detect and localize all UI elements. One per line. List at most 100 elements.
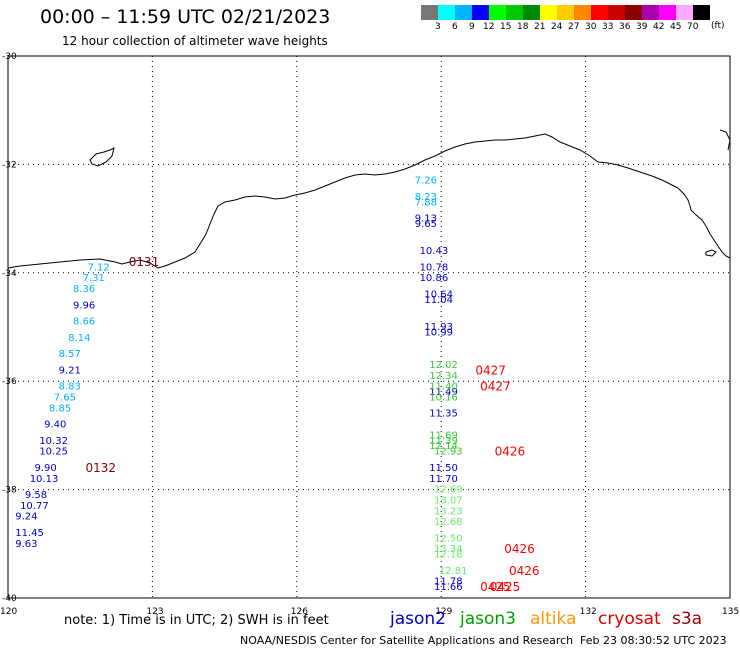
wave-height-label: 9.13 bbox=[415, 214, 437, 225]
lon-tick-label: 132 bbox=[580, 607, 597, 617]
pass-time-label: 0427 bbox=[475, 363, 506, 377]
wave-height-label: 11.49 bbox=[429, 387, 458, 398]
colorbar-swatch bbox=[659, 5, 676, 20]
wave-height-label: 8.36 bbox=[73, 284, 95, 295]
wave-height-label: 10.13 bbox=[30, 474, 59, 485]
colorbar-swatch bbox=[676, 5, 693, 20]
colorbar-label: 30 bbox=[585, 22, 597, 32]
coastline-australia bbox=[7, 133, 731, 269]
lon-tick-label: 129 bbox=[435, 607, 452, 617]
wave-height-label: 11.66 bbox=[434, 582, 463, 593]
wave-height-label: 9.21 bbox=[59, 365, 81, 376]
map-grid bbox=[8, 56, 730, 598]
colorbar-label: 12 bbox=[483, 22, 495, 32]
colorbar-swatch bbox=[557, 5, 574, 20]
wave-height-label: 8.57 bbox=[59, 349, 81, 360]
colorbar-swatch bbox=[642, 5, 659, 20]
wave-height-label: 11.69 bbox=[429, 430, 458, 441]
colorbar-label: 3 bbox=[435, 22, 441, 32]
wave-height-label: 11.40 bbox=[429, 382, 458, 393]
wave-height-label: 8.14 bbox=[68, 333, 90, 344]
colorbar-swatches bbox=[421, 5, 710, 20]
wave-height-label: 12.68 bbox=[434, 517, 463, 528]
colorbar-label: 45 bbox=[670, 22, 682, 32]
colorbar-label: 42 bbox=[653, 22, 665, 32]
kangaroo-island bbox=[705, 249, 717, 257]
lon-tick-label: 120 bbox=[0, 607, 17, 617]
colorbar-swatch bbox=[608, 5, 625, 20]
wave-height-label: 12.81 bbox=[439, 566, 468, 577]
wave-height-label: 11.35 bbox=[429, 409, 458, 420]
lon-tick-label: 135 bbox=[722, 607, 739, 617]
colorbar-label: 70 bbox=[687, 22, 699, 32]
wave-height-label: 11.50 bbox=[429, 463, 458, 474]
wave-height-label: 10.43 bbox=[420, 246, 449, 257]
wave-height-label: 13.23 bbox=[434, 506, 463, 517]
wave-height-label: 11.78 bbox=[434, 577, 463, 588]
colorbar-swatch bbox=[506, 5, 523, 20]
wave-height-label: 13.07 bbox=[434, 495, 463, 506]
lat-tick-label: -30 bbox=[2, 52, 17, 62]
satellite-jason3: jason3 bbox=[460, 609, 516, 629]
colorbar-label: 6 bbox=[452, 22, 458, 32]
wave-height-label: 11.70 bbox=[429, 474, 458, 485]
colorbar-swatch bbox=[472, 5, 489, 20]
wave-height-label: 12.93 bbox=[434, 447, 463, 458]
footer-timestamp: Feb 23 08:30:52 UTC 2023 bbox=[580, 634, 727, 647]
colorbar-label: 27 bbox=[568, 22, 580, 32]
colorbar-label: 39 bbox=[636, 22, 648, 32]
satellite-s3a: s3a bbox=[672, 609, 703, 629]
pass-time-label: 0426 bbox=[504, 542, 535, 556]
lat-tick-label: -36 bbox=[2, 377, 17, 387]
track-labels: 7.127.318.36 8.66 8.14 8.57 8.837.658.85 9.96… bbox=[15, 176, 467, 593]
pass-time-label: 0425 bbox=[490, 580, 521, 594]
lon-tick-label: 126 bbox=[291, 607, 308, 617]
page-subtitle: 12 hour collection of altimeter wave hei… bbox=[62, 34, 328, 48]
wave-height-label: 7.88 bbox=[415, 197, 437, 208]
recherche-island bbox=[89, 147, 115, 167]
colorbar-swatch bbox=[523, 5, 540, 20]
lat-tick-label: -38 bbox=[2, 486, 17, 496]
wave-height-label: 11.45 bbox=[15, 528, 44, 539]
lat-tick-label: -40 bbox=[2, 594, 17, 604]
wave-height-label: 13.34 bbox=[434, 544, 463, 555]
wave-height-label: 7.31 bbox=[83, 273, 105, 284]
footer-credit: NOAA/NESDIS Center for Satellite Applica… bbox=[240, 634, 574, 647]
satellite-altika: altika bbox=[530, 609, 577, 629]
colorbar-label: 9 bbox=[469, 22, 475, 32]
wave-height-label: 10.99 bbox=[424, 327, 453, 338]
wave-height-label: 8.83 bbox=[59, 382, 81, 393]
wave-height-label: 9.40 bbox=[44, 420, 66, 431]
wave-height-label: 8.66 bbox=[73, 317, 95, 328]
wave-height-label: 8.85 bbox=[49, 403, 71, 414]
wave-height-label: 10.16 bbox=[429, 392, 458, 403]
colorbar-swatch bbox=[591, 5, 608, 20]
wave-height-label: 10.78 bbox=[420, 262, 449, 273]
wave-height-label: 9.24 bbox=[15, 512, 37, 523]
footer-note: note: 1) Time is in UTC; 2) SWH is in fe… bbox=[64, 613, 329, 628]
colorbar-label: 21 bbox=[534, 22, 546, 32]
axis-ticks: 120 123 126 129 132 135 -30 -32 -34 -36 -38 -40 bbox=[0, 52, 739, 617]
wave-height-label: 12.02 bbox=[429, 360, 458, 371]
spencer-gulf-coast bbox=[719, 129, 731, 151]
wave-height-label: 7.65 bbox=[54, 392, 76, 403]
wave-height-label: 9.58 bbox=[25, 490, 47, 501]
colorbar-swatch bbox=[421, 5, 438, 20]
wave-height-label: 11.04 bbox=[424, 295, 453, 306]
colorbar-swatch bbox=[540, 5, 557, 20]
colorbar-swatch bbox=[455, 5, 472, 20]
wave-height-label: 10.86 bbox=[420, 273, 449, 284]
wave-height-label: 12.14 bbox=[429, 441, 458, 452]
colorbar-unit: (ft) bbox=[711, 21, 725, 31]
wave-height-label: 12.50 bbox=[434, 533, 463, 544]
pass-time-label: 0427 bbox=[480, 380, 511, 394]
wave-height-label: 10.77 bbox=[20, 501, 49, 512]
colorbar-label: 36 bbox=[619, 22, 631, 32]
wave-height-label: 9.65 bbox=[415, 219, 437, 230]
pass-time-label: 0131 bbox=[129, 255, 160, 269]
colorbar-swatch bbox=[574, 5, 591, 20]
wave-height-label: 9.90 bbox=[35, 463, 57, 474]
wave-height-label: 12.69 bbox=[434, 485, 463, 496]
wave-height-label: 9.96 bbox=[73, 300, 95, 311]
lat-tick-label: -32 bbox=[2, 160, 17, 170]
